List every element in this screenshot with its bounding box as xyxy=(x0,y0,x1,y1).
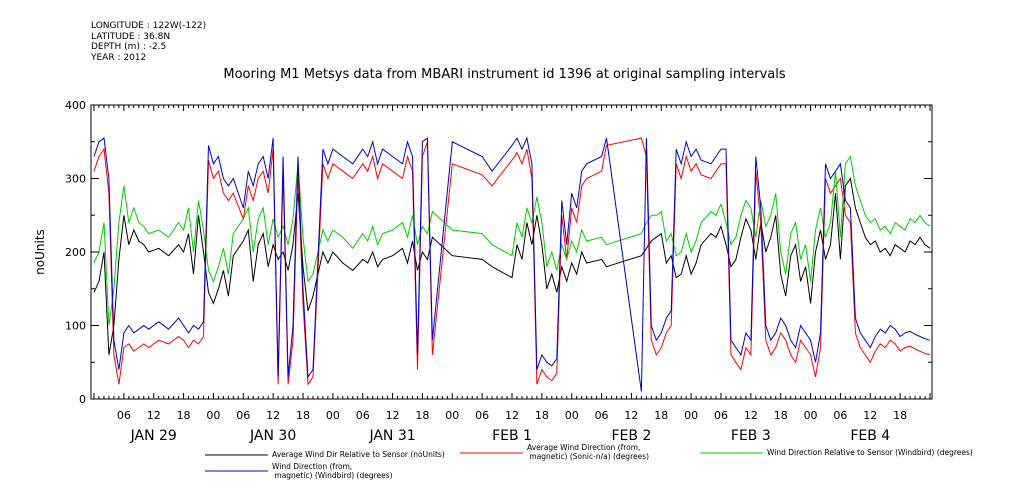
metadata-block: LONGITUDE : 122W(-122) LATITUDE : 36.8N … xyxy=(91,21,206,63)
legend: Average Wind Dir Relative to Sensor (noU… xyxy=(205,443,973,480)
day-label: JAN 29 xyxy=(130,428,177,444)
latitude-label: LATITUDE : 36.8N xyxy=(91,31,171,42)
day-label: FEB 2 xyxy=(611,428,651,444)
x-tick-label: 12 xyxy=(266,409,280,422)
x-tick-label: 18 xyxy=(415,409,429,422)
day-label: FEB 1 xyxy=(492,428,532,444)
x-tick-label: 00 xyxy=(804,409,818,422)
series-line-2 xyxy=(93,137,931,386)
day-label: FEB 4 xyxy=(850,428,890,444)
x-tick-label: 12 xyxy=(624,409,638,422)
plot-frame xyxy=(90,104,933,400)
x-tick-label: 18 xyxy=(296,409,310,422)
y-tick-label: 0 xyxy=(79,393,86,406)
x-tick-label: 12 xyxy=(386,409,400,422)
x-tick-label: 06 xyxy=(595,409,609,422)
longitude-label: LONGITUDE : 122W(-122) xyxy=(91,21,207,31)
axis-layer: 0 100 200 300 400 06 12 18 00 06 12 18 00 06 12 18 00 06 1… xyxy=(65,99,932,444)
day-label: FEB 3 xyxy=(731,428,771,444)
x-tick-label: 18 xyxy=(654,409,668,422)
series-line-4 xyxy=(93,136,931,392)
legend-label-3: Wind Direction Relative to Sensor (Windb… xyxy=(767,448,973,457)
x-tick-label: 12 xyxy=(863,409,877,422)
legend-label-4: Wind Direction (from, magnetic) (Windbir… xyxy=(272,462,393,480)
legend-label-2: Average Wind Direction (from, magnetic) … xyxy=(527,443,649,461)
x-tick-label: 00 xyxy=(445,409,459,422)
x-tick-label: 06 xyxy=(714,409,728,422)
y-tick-label: 300 xyxy=(65,173,86,186)
series-layer xyxy=(93,136,931,392)
x-tick-label: 12 xyxy=(505,409,519,422)
day-label: JAN 30 xyxy=(249,428,296,444)
x-tick-label: 18 xyxy=(893,409,907,422)
x-tick-label: 06 xyxy=(117,409,131,422)
x-tick-label: 12 xyxy=(744,409,758,422)
year-label: YEAR : 2012 xyxy=(91,52,147,63)
x-tick-label: 00 xyxy=(326,409,340,422)
x-tick-label: 00 xyxy=(206,409,220,422)
y-axis-label: noUnits xyxy=(33,229,47,275)
x-tick-label: 06 xyxy=(475,409,489,422)
x-tick-label: 06 xyxy=(236,409,250,422)
y-tick-label: 200 xyxy=(65,246,86,259)
y-tick-label: 400 xyxy=(65,99,86,112)
chart-title: Mooring M1 Metsys data from MBARI instru… xyxy=(223,67,786,82)
x-tick-label: 00 xyxy=(684,409,698,422)
x-tick-label: 18 xyxy=(177,409,191,422)
x-tick-label: 18 xyxy=(535,409,549,422)
day-label: JAN 31 xyxy=(368,428,415,444)
x-tick-label: 06 xyxy=(356,409,370,422)
depth-label: DEPTH (m) : -2.5 xyxy=(91,42,167,52)
y-tick-label: 100 xyxy=(65,320,86,333)
series-line-1 xyxy=(93,177,931,355)
x-tick-label: 00 xyxy=(565,409,579,422)
x-tick-label: 12 xyxy=(147,409,161,422)
x-tick-label: 18 xyxy=(774,409,788,422)
legend-label-1: Average Wind Dir Relative to Sensor (noU… xyxy=(272,450,445,459)
series-line-3 xyxy=(93,155,931,326)
x-tick-label: 06 xyxy=(833,409,847,422)
